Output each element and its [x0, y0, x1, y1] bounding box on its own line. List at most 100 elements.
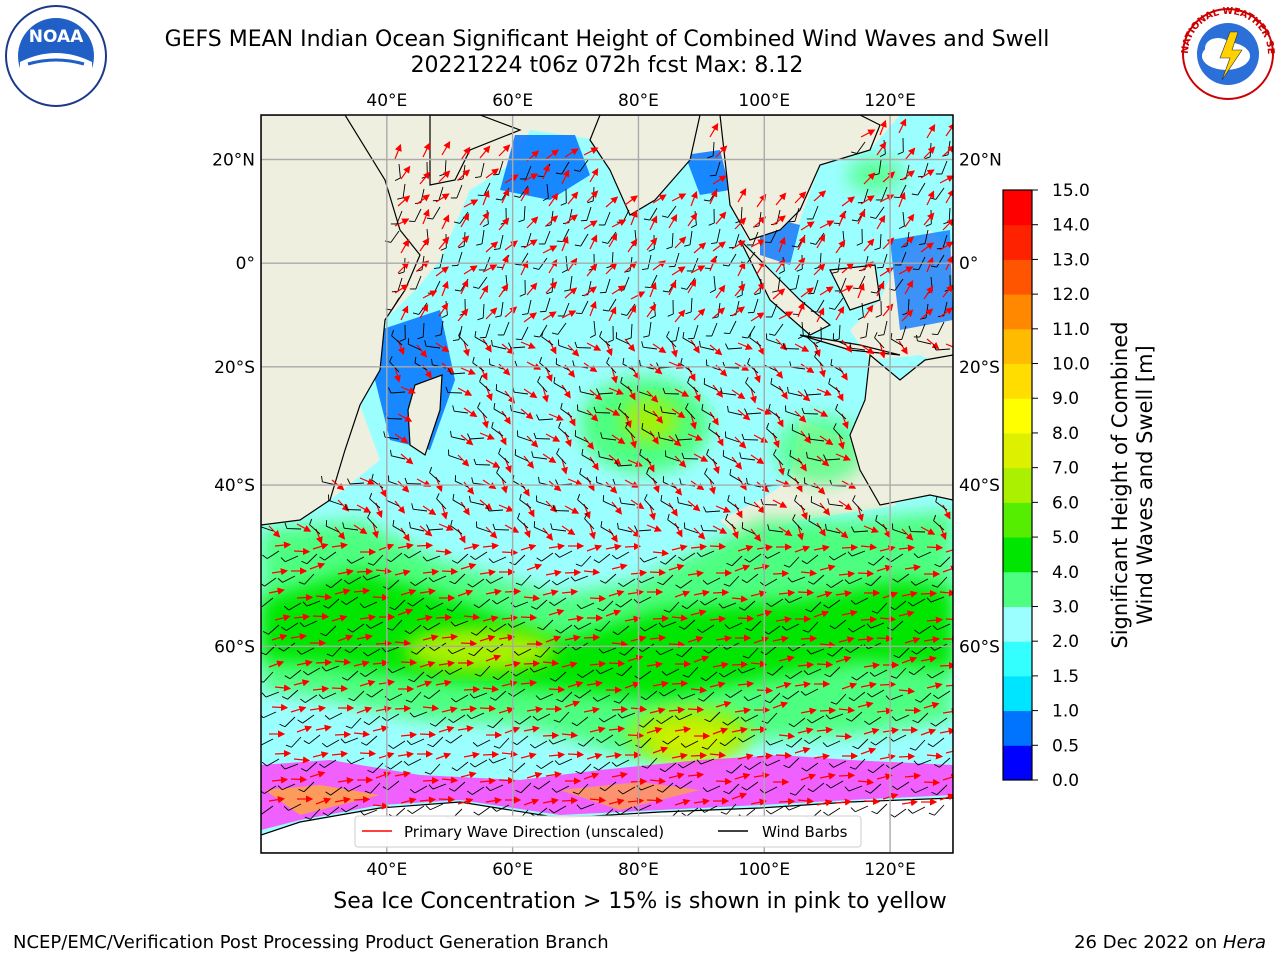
- wave-direction-arrow: [400, 165, 411, 180]
- wind-barb: [665, 456, 680, 462]
- wave-direction-arrow: [485, 654, 502, 662]
- wave-direction-arrow: [463, 265, 478, 275]
- wind-barb: [686, 599, 699, 610]
- wind-barb: [731, 555, 743, 567]
- wind-barb: [792, 429, 806, 437]
- wind-barb-flag: [492, 676, 499, 681]
- wind-barb: [863, 188, 869, 203]
- wind-barb-flag: [785, 674, 791, 679]
- wind-barb: [764, 364, 778, 372]
- lat-tick-right: 0°: [959, 254, 978, 274]
- wave-direction-arrow: [545, 215, 559, 227]
- wind-barb: [892, 620, 904, 631]
- wave-direction-arrow: [290, 705, 307, 713]
- wind-barb: [496, 389, 510, 397]
- wave-direction-arrow: [734, 503, 743, 519]
- wave-direction-arrow: [463, 481, 475, 495]
- wave-direction-arrow: [400, 588, 417, 596]
- wave-direction-arrow: [561, 588, 579, 596]
- wind-barb: [851, 550, 866, 557]
- wind-barb-flag: [560, 202, 567, 206]
- wind-barb-flag: [469, 495, 471, 502]
- wind-barb: [870, 622, 885, 629]
- wind-barb-flag: [675, 434, 679, 441]
- wave-direction-arrow: [397, 542, 414, 550]
- wave-direction-arrow: [520, 543, 537, 551]
- wave-direction-arrow: [731, 660, 749, 669]
- wind-barb: [769, 692, 781, 704]
- wave-direction-arrow: [715, 145, 728, 158]
- wind-barb-flag: [832, 271, 839, 274]
- wind-barb-flag: [474, 673, 481, 677]
- wind-barb-flag: [404, 477, 408, 484]
- wind-barb-flag: [825, 523, 827, 530]
- wave-direction-arrow: [901, 236, 915, 248]
- wind-barb: [602, 600, 614, 612]
- wind-barb-flag: [601, 241, 608, 244]
- wind-barb: [413, 671, 425, 683]
- wind-barb-flag: [678, 626, 685, 630]
- wind-barb: [808, 520, 822, 529]
- wave-direction-arrow: [268, 525, 281, 538]
- wind-barb: [452, 600, 463, 612]
- wind-barb-flag: [727, 405, 729, 412]
- wind-barb-flag: [452, 339, 460, 342]
- wind-barb: [742, 527, 756, 535]
- wave-direction-arrow: [611, 501, 623, 515]
- wave-direction-arrow: [460, 213, 470, 228]
- wind-barb: [889, 694, 904, 701]
- wind-barb: [678, 438, 693, 441]
- wave-direction-arrow: [794, 191, 807, 204]
- wind-barb-flag: [911, 193, 918, 196]
- wave-direction-arrow: [372, 593, 390, 602]
- wave-direction-arrow: [567, 257, 578, 272]
- wind-barb-flag: [850, 600, 856, 605]
- wind-barb: [414, 577, 428, 586]
- wind-barb: [304, 694, 318, 703]
- wave-direction-arrow: [882, 171, 896, 183]
- wind-barb-flag: [518, 219, 525, 223]
- wind-barb-flag: [805, 608, 812, 613]
- wind-barb: [556, 577, 570, 586]
- wind-barb-flag: [827, 498, 830, 505]
- wind-barb-flag: [639, 557, 645, 563]
- wave-direction-arrow: [548, 685, 566, 694]
- wave-direction-arrow: [589, 456, 599, 471]
- wind-barb-flag: [685, 403, 689, 409]
- wind-barb-flag: [467, 583, 473, 588]
- wind-barb-flag: [492, 523, 496, 530]
- wind-barb-flag: [810, 310, 817, 313]
- wind-barb: [703, 691, 715, 702]
- wind-barb: [648, 321, 652, 336]
- wind-barb-flag: [579, 385, 581, 392]
- wind-barb: [765, 645, 778, 656]
- wind-barb-flag: [574, 244, 581, 247]
- wind-barb: [747, 412, 762, 415]
- wind-barb-flag: [736, 294, 743, 298]
- wave-direction-arrow: [334, 730, 352, 739]
- wind-barb: [829, 503, 844, 507]
- lon-tick-bottom: 80°E: [618, 860, 659, 880]
- wave-direction-arrow: [526, 282, 538, 296]
- wind-barb: [671, 232, 674, 248]
- wind-barb-flag: [708, 422, 711, 429]
- wind-barb: [688, 666, 699, 678]
- wind-barb-flag: [718, 603, 724, 609]
- wave-direction-arrow: [548, 192, 559, 207]
- wind-barb: [894, 600, 907, 611]
- wind-barb: [682, 552, 696, 561]
- wind-barb-flag: [649, 315, 656, 320]
- wind-barb-flag: [722, 264, 729, 267]
- wave-direction-arrow: [838, 570, 856, 578]
- wind-barb-flag: [575, 563, 582, 567]
- colorbar-tick-label: 10.0: [1052, 355, 1090, 375]
- wind-barb-flag: [615, 460, 619, 467]
- colorbar-segment: [1003, 328, 1032, 365]
- wind-barb-flag: [597, 607, 604, 612]
- wave-direction-arrow: [819, 564, 836, 572]
- wind-barb-flag: [448, 368, 452, 375]
- wind-barb: [772, 665, 784, 676]
- wave-direction-arrow: [800, 430, 812, 444]
- wind-barb: [934, 643, 948, 651]
- wind-barb: [749, 337, 762, 347]
